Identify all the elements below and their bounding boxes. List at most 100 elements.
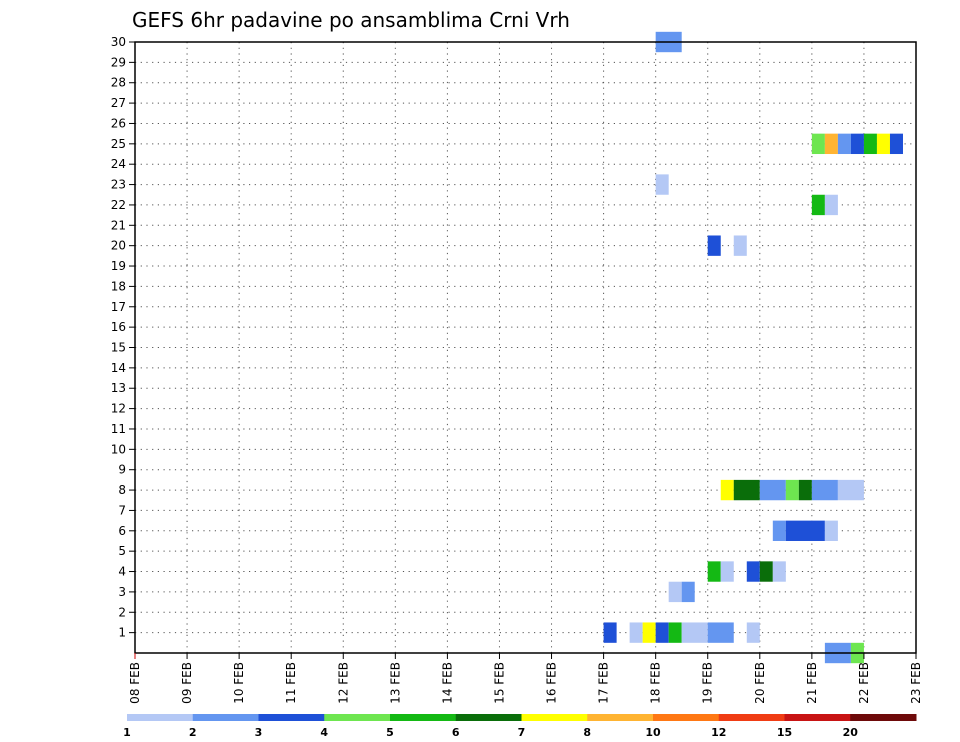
y-tick-label: 17 — [111, 300, 126, 314]
precip-cell — [811, 479, 838, 501]
y-tick-label: 21 — [111, 218, 126, 232]
precip-cell — [720, 561, 734, 582]
y-tick-label: 13 — [111, 381, 126, 395]
precip-cell — [707, 622, 734, 643]
legend-label: 5 — [386, 726, 394, 739]
x-tick-label: 13 FEB — [388, 662, 402, 704]
precip-cell — [850, 133, 864, 155]
x-tick-label: 10 FEB — [232, 662, 246, 704]
x-tick-label: 08 FEB — [128, 662, 142, 704]
legend-swatch — [324, 714, 391, 721]
y-tick-label: 1 — [118, 626, 126, 640]
y-tick-label: 27 — [111, 96, 126, 110]
x-tick-label: 09 FEB — [180, 662, 194, 704]
x-tick-label: 17 FEB — [597, 662, 611, 704]
y-tick-label: 12 — [111, 402, 126, 416]
legend-label: 20 — [843, 726, 859, 739]
precip-cell — [889, 133, 903, 155]
x-tick-label: 20 FEB — [753, 662, 767, 704]
precip-cell — [603, 622, 617, 643]
x-tick-label: 23 FEB — [909, 662, 923, 704]
legend-swatch — [718, 714, 785, 721]
precip-cell — [746, 622, 760, 643]
y-tick-label: 15 — [111, 341, 126, 355]
y-tick-label: 14 — [111, 361, 126, 375]
precip-cell — [668, 622, 682, 643]
precip-cell — [772, 520, 786, 541]
precip-cell — [772, 561, 786, 582]
x-tick-label: 12 FEB — [336, 662, 350, 704]
precip-cell — [759, 479, 786, 501]
precip-cell — [681, 622, 708, 643]
grid — [135, 42, 916, 653]
chart-title: GEFS 6hr padavine po ansamblima Crni Vrh — [132, 8, 570, 32]
y-tick-label: 20 — [111, 239, 126, 253]
y-tick-label: 26 — [111, 116, 126, 130]
legend-label: 4 — [320, 726, 328, 739]
y-tick-label: 18 — [111, 279, 126, 293]
y-tick-label: 7 — [118, 503, 126, 517]
precip-cell — [733, 479, 760, 501]
legend-label: 2 — [189, 726, 197, 739]
precip-cell — [824, 194, 838, 216]
y-tick-label: 25 — [111, 137, 126, 151]
legend-swatch — [455, 714, 522, 721]
precip-cell — [785, 479, 799, 501]
precip-cell — [707, 561, 721, 582]
precip-cell — [720, 479, 734, 501]
y-tick-label: 23 — [111, 178, 126, 192]
x-tick-label: 19 FEB — [701, 662, 715, 704]
y-tick-label: 4 — [118, 565, 126, 579]
precip-cell — [863, 133, 877, 155]
precip-cell — [837, 133, 851, 155]
x-tick-label: 21 FEB — [805, 662, 819, 704]
legend-label: 12 — [711, 726, 726, 739]
precip-cell — [824, 133, 838, 155]
precip-cell — [876, 133, 890, 155]
x-tick-label: 11 FEB — [284, 662, 298, 704]
plot-frame — [134, 41, 917, 654]
y-tick-label: 16 — [111, 320, 126, 334]
x-axis: 08 FEB 09 FEB 10 FEB 11 FEB 12 FEB 13 FEB 14 F… — [128, 653, 923, 704]
precip-cell — [824, 520, 838, 541]
y-tick-label: 19 — [111, 259, 126, 273]
legend-label: 10 — [645, 726, 661, 739]
precip-cell — [759, 561, 773, 582]
legend-swatch — [653, 714, 720, 721]
legend-label: 8 — [583, 726, 591, 739]
precip-cell — [668, 581, 682, 603]
y-tick-label: 11 — [111, 422, 126, 436]
precip-cell — [655, 174, 669, 195]
legend-swatch — [587, 714, 654, 721]
legend-label: 15 — [777, 726, 792, 739]
precip-cell — [785, 520, 825, 541]
precip-cell — [707, 235, 721, 256]
y-tick-label: 29 — [111, 55, 126, 69]
legend-swatch — [850, 714, 917, 721]
x-tick-label: 16 FEB — [545, 662, 559, 704]
y-tick-label: 6 — [118, 524, 126, 538]
y-tick-label: 9 — [118, 463, 126, 477]
legend-swatch — [521, 714, 588, 721]
precip-cell — [733, 235, 747, 256]
legend-label: 6 — [452, 726, 460, 739]
precip-cell — [798, 479, 812, 501]
legend-swatch — [258, 714, 325, 721]
legend-label: 7 — [518, 726, 526, 739]
y-tick-label: 30 — [111, 35, 126, 49]
legend-swatch — [127, 714, 194, 721]
precip-cell — [629, 622, 643, 643]
legend-swatch — [784, 714, 851, 721]
x-tick-label: 15 FEB — [492, 662, 506, 704]
color-legend: 1 2 3 4 5 6 7 8 10 12 15 20 — [123, 714, 917, 739]
x-tick-label: 22 FEB — [857, 662, 871, 704]
y-tick-label: 24 — [111, 157, 126, 171]
x-tick-label: 18 FEB — [649, 662, 663, 704]
y-tick-label: 28 — [111, 76, 126, 90]
y-tick-label: 3 — [118, 585, 126, 599]
legend-swatch — [192, 714, 259, 721]
legend-label: 3 — [255, 726, 263, 739]
precip-cell — [837, 479, 864, 501]
y-tick-label: 2 — [118, 605, 126, 619]
